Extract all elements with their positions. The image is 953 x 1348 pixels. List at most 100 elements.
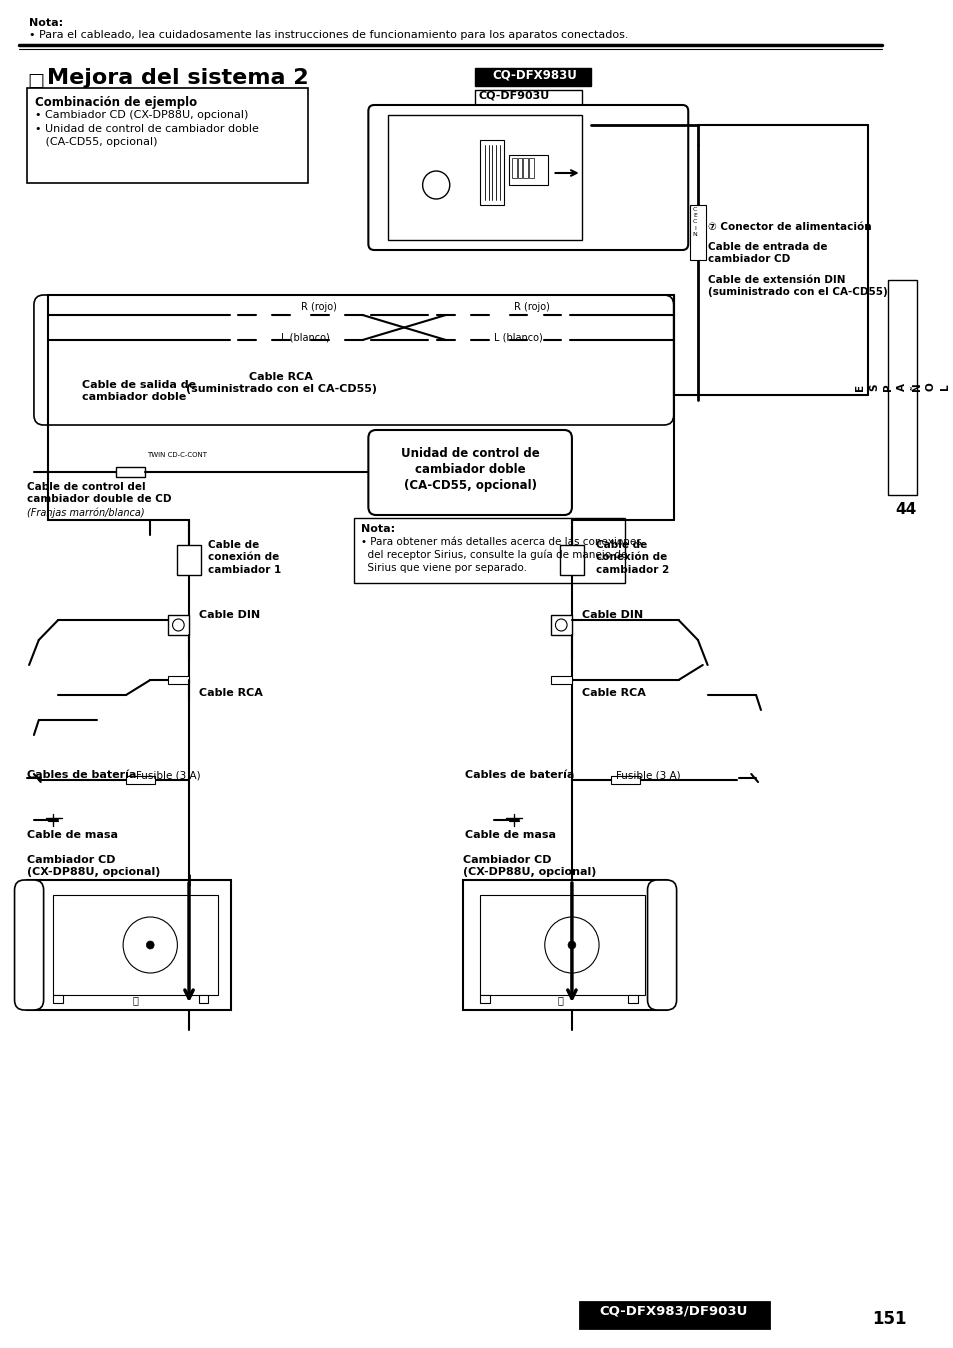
Text: (Franjas marrón/blanca): (Franjas marrón/blanca)	[27, 507, 145, 518]
Text: ⓘ: ⓘ	[557, 995, 562, 1006]
FancyBboxPatch shape	[368, 105, 687, 249]
Ellipse shape	[345, 337, 362, 344]
FancyBboxPatch shape	[34, 295, 673, 425]
Bar	[550, 615, 571, 635]
Bar	[126, 776, 155, 785]
Bar	[479, 895, 644, 995]
Text: Cable DIN: Cable DIN	[198, 611, 259, 620]
Text: Cable de extensión DIN
(suministrado con el CA-CD55): Cable de extensión DIN (suministrado con…	[707, 275, 886, 298]
Text: L (blanco): L (blanco)	[494, 332, 542, 342]
Circle shape	[555, 619, 566, 631]
Ellipse shape	[426, 181, 445, 190]
Text: Fusible (3 A): Fusible (3 A)	[615, 770, 679, 780]
Text: Cables de batería: Cables de batería	[27, 770, 136, 780]
Ellipse shape	[543, 311, 560, 318]
Bar	[53, 895, 218, 995]
FancyBboxPatch shape	[647, 880, 676, 1010]
Text: Mejora del sistema 2: Mejora del sistema 2	[47, 67, 308, 88]
Bar	[550, 675, 571, 683]
Text: del receptor Sirius, consulte la guía de manejo de: del receptor Sirius, consulte la guía de…	[360, 550, 626, 561]
Ellipse shape	[311, 337, 328, 344]
Bar	[27, 88, 308, 183]
Bar	[27, 880, 231, 1010]
Bar	[689, 205, 705, 260]
Circle shape	[422, 171, 449, 200]
Bar	[479, 995, 489, 1003]
Text: Cable DIN: Cable DIN	[581, 611, 642, 620]
Bar	[177, 545, 200, 576]
Text: R (rojo): R (rojo)	[514, 302, 549, 311]
Bar	[387, 115, 581, 240]
Ellipse shape	[273, 311, 290, 318]
Text: Cable de control del
cambiador double de CD: Cable de control del cambiador double de…	[27, 483, 172, 504]
Ellipse shape	[238, 311, 255, 318]
Circle shape	[544, 917, 598, 973]
Text: Cambiador CD
(CX-DP88U, opcional): Cambiador CD (CX-DP88U, opcional)	[27, 855, 160, 878]
Text: Fusible (3 A): Fusible (3 A)	[135, 770, 200, 780]
Circle shape	[146, 941, 154, 949]
Text: R (rojo): R (rojo)	[300, 302, 336, 311]
Ellipse shape	[238, 337, 255, 344]
FancyBboxPatch shape	[14, 880, 44, 1010]
Text: 151: 151	[871, 1310, 906, 1328]
Text: Cable de entrada de
cambiador CD: Cable de entrada de cambiador CD	[707, 243, 826, 264]
Bar	[116, 466, 145, 477]
Bar	[479, 140, 503, 205]
Text: Combinación de ejemplo: Combinación de ejemplo	[35, 96, 197, 109]
Ellipse shape	[345, 311, 362, 318]
Text: • Unidad de control de cambiador doble: • Unidad de control de cambiador doble	[35, 124, 258, 133]
Text: Nota:: Nota:	[360, 524, 395, 534]
Text: Sirius que viene por separado.: Sirius que viene por separado.	[360, 563, 526, 573]
Ellipse shape	[436, 311, 455, 318]
Bar	[463, 880, 666, 1010]
Text: ⑦ Conector de alimentación: ⑦ Conector de alimentación	[707, 222, 870, 232]
Ellipse shape	[311, 311, 328, 318]
Text: Cable de
conexión de
cambiador 2: Cable de conexión de cambiador 2	[596, 541, 669, 574]
Circle shape	[123, 917, 177, 973]
Text: Cable RCA: Cable RCA	[581, 687, 645, 698]
Text: Cable de masa: Cable de masa	[465, 830, 556, 840]
Text: ⓘ: ⓘ	[132, 995, 138, 1006]
Text: Cable RCA
(suministrado con el CA-CD55): Cable RCA (suministrado con el CA-CD55)	[186, 372, 376, 395]
Text: E
S
P
A
Ñ
O
L: E S P A Ñ O L	[855, 383, 948, 391]
Text: TWIN CD-C-CONT: TWIN CD-C-CONT	[147, 452, 207, 458]
FancyBboxPatch shape	[368, 430, 571, 515]
Text: C
E
C
I
N: C E C I N	[692, 208, 697, 237]
Ellipse shape	[273, 337, 290, 344]
Ellipse shape	[509, 337, 527, 344]
Text: Cable de salida de
cambiador doble: Cable de salida de cambiador doble	[82, 380, 196, 403]
Text: Cable RCA: Cable RCA	[198, 687, 262, 698]
Text: CQ-DF903U: CQ-DF903U	[478, 92, 550, 101]
Text: • Cambiador CD (CX-DP88U, opcional): • Cambiador CD (CX-DP88U, opcional)	[35, 111, 248, 120]
Text: (CA-CD55, opcional): (CA-CD55, opcional)	[35, 137, 157, 147]
Bar	[511, 158, 517, 178]
Bar	[198, 995, 208, 1003]
Bar	[579, 1302, 768, 1328]
Text: CQ-DFX983U: CQ-DFX983U	[492, 69, 577, 82]
Bar	[475, 90, 581, 106]
Text: Cable de masa: Cable de masa	[27, 830, 118, 840]
Ellipse shape	[471, 337, 488, 344]
Ellipse shape	[436, 337, 455, 344]
Bar	[53, 995, 63, 1003]
Text: • Para el cableado, lea cuidadosamente las instrucciones de funcionamiento para : • Para el cableado, lea cuidadosamente l…	[29, 30, 628, 40]
Bar	[559, 545, 583, 576]
Text: CQ-DFX983/DF903U: CQ-DFX983/DF903U	[598, 1304, 747, 1317]
Text: Nota:: Nota:	[29, 18, 63, 28]
Text: 44: 44	[895, 501, 916, 518]
Bar	[627, 995, 638, 1003]
Text: Cambiador CD
(CX-DP88U, opcional): Cambiador CD (CX-DP88U, opcional)	[463, 855, 597, 878]
Circle shape	[172, 619, 184, 631]
Text: Cable de
conexión de
cambiador 1: Cable de conexión de cambiador 1	[208, 541, 281, 574]
Text: □: □	[27, 71, 44, 90]
Ellipse shape	[509, 311, 527, 318]
Bar	[508, 155, 547, 185]
Text: L (blanco): L (blanco)	[281, 332, 330, 342]
Text: Unidad de control de
cambiador doble
(CA-CD55, opcional): Unidad de control de cambiador doble (CA…	[400, 448, 539, 492]
Ellipse shape	[543, 337, 560, 344]
Bar	[354, 518, 624, 582]
Bar	[475, 67, 591, 86]
Bar	[168, 615, 189, 635]
Circle shape	[567, 941, 576, 949]
Bar	[529, 158, 534, 178]
